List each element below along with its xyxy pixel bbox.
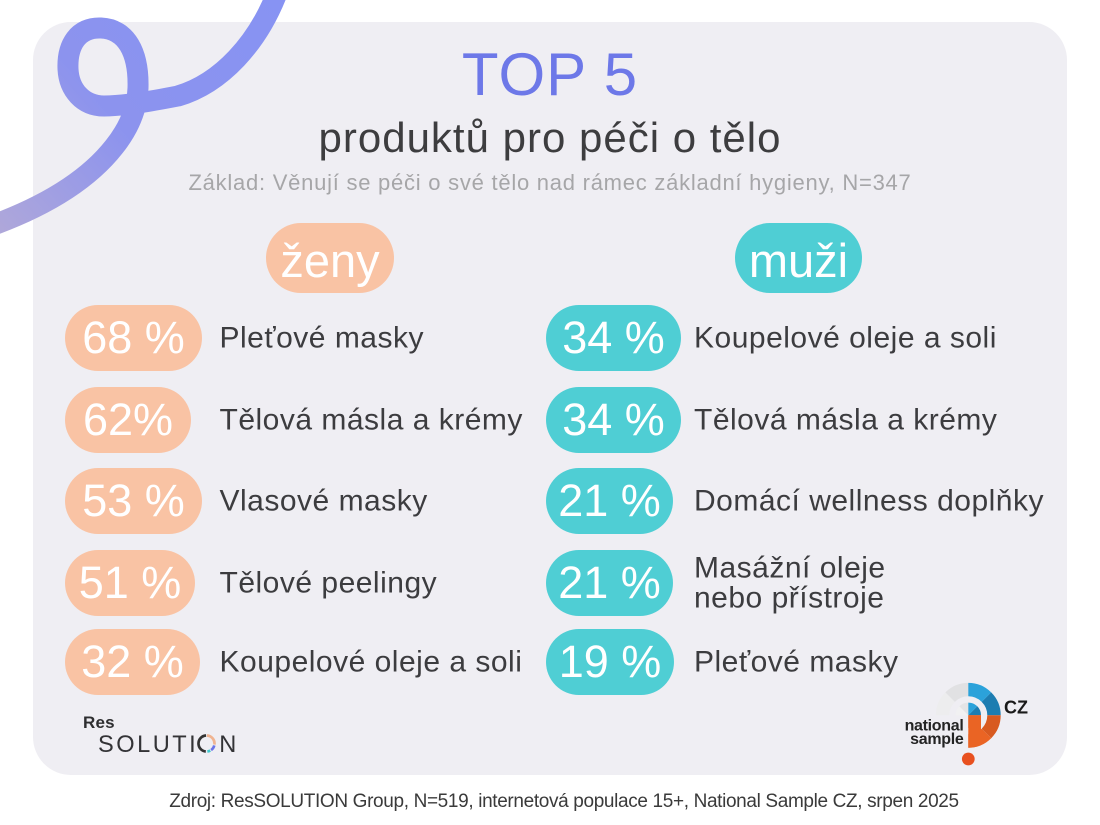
svg-text:sample: sample <box>910 731 964 748</box>
svg-text:CZ: CZ <box>1004 698 1028 718</box>
svg-text:national: national <box>905 718 964 735</box>
